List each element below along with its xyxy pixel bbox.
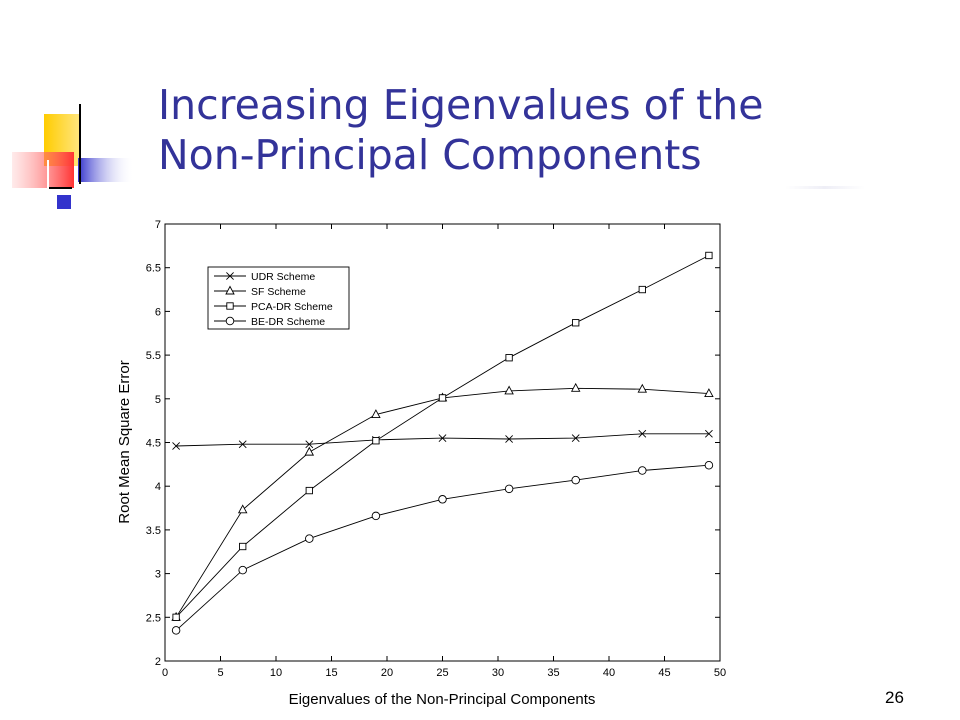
line-chart: 0 5 10 15 20 25 30 35 40 45 50 2 2.5 3 3.5 4 4.5 5 5.5 6 6.5… xyxy=(116,219,726,708)
data-point xyxy=(304,446,315,456)
x-tick-label: 15 xyxy=(325,667,337,679)
axis-ticks: 0 5 10 15 20 25 30 35 40 45 50 2 2.5 3 3.5 4 4.5 5 5.5 6 6.5… xyxy=(146,219,726,679)
legend-label: BE-DR Scheme xyxy=(251,316,325,328)
data-point xyxy=(438,495,447,504)
marker-stroke xyxy=(505,435,514,443)
data-point xyxy=(438,434,447,443)
y-axis-label: Root Mean Square Error xyxy=(116,360,133,523)
slide-title: Increasing Eigenvalues of the Non-Princi… xyxy=(158,80,878,180)
series-lines xyxy=(171,251,714,635)
x-axis-label: Eigenvalues of the Non-Principal Compone… xyxy=(289,691,596,708)
marker-stroke xyxy=(172,442,181,450)
y-tick-label: 5 xyxy=(155,394,161,406)
y-tick-label: 6.5 xyxy=(146,263,161,275)
title-line-2: Non-Principal Components xyxy=(158,131,702,179)
data-point xyxy=(438,394,447,402)
data-point xyxy=(504,385,514,395)
title-line-1: Increasing Eigenvalues of the xyxy=(158,81,764,129)
x-tick-label: 25 xyxy=(436,667,448,679)
data-point xyxy=(238,565,247,575)
legend-label: UDR Scheme xyxy=(251,271,315,283)
data-point xyxy=(704,429,713,438)
data-point xyxy=(638,285,646,294)
data-point xyxy=(705,251,713,260)
data-point xyxy=(638,466,647,475)
data-point xyxy=(571,434,580,443)
slide-decoration xyxy=(12,104,134,209)
data-point xyxy=(505,354,513,362)
data-point xyxy=(237,504,248,514)
data-point xyxy=(504,484,514,494)
x-tick-label: 5 xyxy=(217,667,223,679)
x-tick-label: 30 xyxy=(492,667,504,679)
marker-stroke xyxy=(704,429,713,438)
y-tick-label: 7 xyxy=(155,219,161,231)
y-tick-label: 6 xyxy=(155,306,161,318)
y-tick-label: 4 xyxy=(155,481,161,493)
data-point xyxy=(305,486,313,495)
x-tick-label: 0 xyxy=(162,667,168,679)
legend-marker xyxy=(225,316,235,326)
data-point xyxy=(704,388,714,398)
y-tick-label: 3 xyxy=(155,569,161,581)
x-tick-label: 10 xyxy=(270,667,282,679)
data-point xyxy=(305,534,314,543)
page-number: 26 xyxy=(885,688,904,707)
data-point xyxy=(638,429,647,438)
x-tick-label: 50 xyxy=(714,667,726,679)
legend-marker xyxy=(226,302,234,310)
marker-stroke xyxy=(438,434,447,443)
data-point xyxy=(238,440,247,449)
data-point xyxy=(172,613,180,621)
legend-label: PCA-DR Scheme xyxy=(251,301,333,313)
data-point xyxy=(172,442,181,450)
y-tick-label: 2.5 xyxy=(146,612,161,624)
legend: UDR Scheme SF Scheme PCA-DR Scheme BE-DR Sc… xyxy=(207,266,350,330)
data-point xyxy=(572,319,580,327)
y-tick-label: 4.5 xyxy=(146,438,161,450)
data-point xyxy=(372,437,380,445)
legend-label: SF Scheme xyxy=(251,286,306,298)
data-point xyxy=(505,435,514,443)
marker-stroke xyxy=(238,440,247,449)
x-tick-label: 45 xyxy=(658,667,670,679)
data-point xyxy=(704,460,714,470)
marker-stroke xyxy=(571,434,580,443)
data-point xyxy=(305,440,314,449)
data-point xyxy=(239,542,247,551)
marker-stroke xyxy=(638,429,647,438)
data-point xyxy=(171,626,181,635)
legend-marker xyxy=(225,285,235,295)
title-underline xyxy=(785,186,865,189)
data-point xyxy=(637,383,648,393)
data-point xyxy=(371,511,381,521)
x-tick-label: 35 xyxy=(547,667,559,679)
data-point xyxy=(571,475,580,485)
x-tick-label: 20 xyxy=(381,667,393,679)
legend-marker xyxy=(226,272,234,280)
marker-stroke xyxy=(226,272,234,280)
y-tick-label: 3.5 xyxy=(146,525,161,537)
data-point xyxy=(570,382,581,392)
y-tick-label: 2 xyxy=(155,656,161,668)
x-tick-label: 40 xyxy=(603,667,615,679)
data-point xyxy=(371,409,381,418)
marker-stroke xyxy=(305,440,314,449)
y-tick-label: 5.5 xyxy=(146,350,161,362)
